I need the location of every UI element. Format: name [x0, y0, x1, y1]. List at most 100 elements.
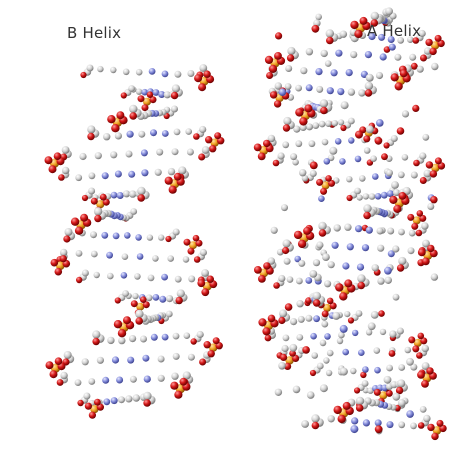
atom [340, 124, 347, 132]
atom [176, 289, 185, 298]
atom [346, 194, 353, 202]
atom [296, 277, 303, 285]
atom [129, 375, 137, 383]
atom [77, 399, 84, 407]
atom [374, 193, 382, 200]
atom [111, 356, 120, 364]
atom [159, 295, 167, 303]
atom [407, 213, 415, 221]
atom [318, 221, 327, 231]
atom [164, 176, 173, 185]
atom [58, 174, 65, 181]
atom [301, 175, 309, 182]
atom [299, 117, 308, 126]
atom [347, 317, 355, 324]
atom [116, 192, 124, 199]
atom [379, 328, 387, 336]
atom [399, 69, 408, 78]
atom [398, 192, 407, 200]
atom [143, 399, 151, 407]
atom [398, 364, 406, 371]
atom [308, 140, 316, 148]
atom [174, 70, 182, 78]
atom [87, 125, 96, 134]
atom [413, 159, 420, 167]
atom [60, 248, 68, 257]
atom [374, 419, 382, 427]
atom [387, 227, 395, 235]
atom [92, 337, 100, 346]
atom [302, 346, 310, 354]
atom [278, 88, 287, 96]
atom [143, 391, 152, 401]
atom [88, 172, 96, 180]
atom [274, 52, 282, 60]
atom [320, 106, 328, 115]
atom [183, 332, 191, 340]
atom [257, 152, 266, 161]
atom [63, 351, 72, 359]
atom [284, 83, 292, 90]
atom [430, 196, 438, 204]
atom [152, 294, 160, 301]
atom [323, 303, 332, 312]
atom [350, 425, 359, 434]
atom [298, 259, 306, 267]
atom [137, 186, 146, 196]
atom [157, 374, 165, 382]
atom [282, 141, 290, 149]
atom [48, 165, 57, 174]
atom [199, 125, 207, 134]
atom [74, 379, 82, 386]
atom [282, 246, 290, 255]
atom [141, 104, 149, 112]
atom [269, 91, 278, 99]
atom [387, 250, 395, 258]
atom [175, 296, 183, 305]
atom [268, 64, 278, 73]
atom [386, 364, 393, 372]
atom [287, 46, 296, 56]
atom [425, 38, 433, 47]
atom [419, 177, 427, 184]
atom [75, 250, 83, 257]
atom [49, 370, 58, 379]
atom [130, 300, 138, 308]
atom [174, 390, 183, 399]
atom [186, 148, 194, 156]
atom [199, 358, 207, 366]
atom [398, 421, 406, 429]
atom [398, 228, 405, 236]
atom [170, 381, 179, 390]
atom [301, 420, 309, 428]
atom [417, 371, 425, 379]
atom [383, 375, 392, 384]
atom [84, 402, 92, 410]
atom [285, 65, 293, 72]
atom [311, 421, 320, 430]
atom [339, 30, 348, 38]
atom [316, 241, 324, 249]
atom [116, 111, 125, 120]
atom [209, 343, 218, 352]
atom [432, 426, 442, 435]
atom [126, 130, 134, 138]
atom [309, 170, 317, 177]
atom [361, 380, 369, 387]
atom [129, 104, 138, 114]
atom [406, 410, 414, 418]
atom [59, 255, 67, 263]
atom [274, 82, 282, 90]
atom [96, 356, 104, 364]
atom [207, 350, 215, 358]
atom [214, 132, 222, 140]
atom [267, 257, 276, 265]
atom [416, 352, 423, 359]
atom [344, 223, 352, 231]
atom [203, 341, 211, 349]
atom [171, 84, 180, 93]
atom [370, 311, 379, 319]
atom [118, 336, 126, 345]
atom [316, 362, 324, 370]
atom [389, 330, 397, 338]
